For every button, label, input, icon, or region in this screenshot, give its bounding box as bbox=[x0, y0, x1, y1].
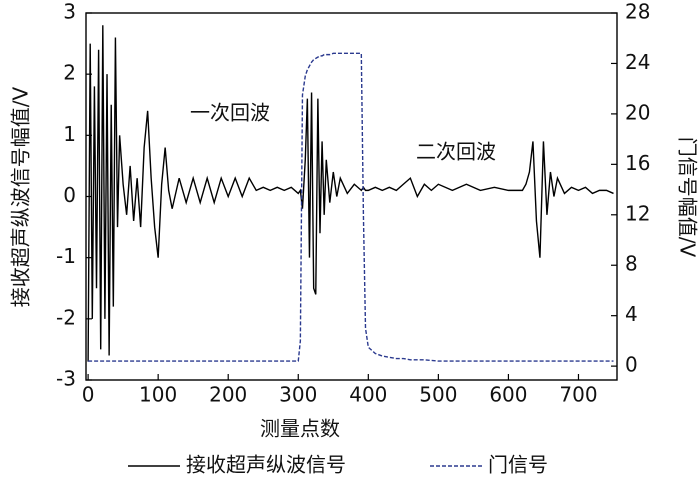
y2-tick-label: 16 bbox=[625, 151, 650, 175]
y-tick-label: 0 bbox=[63, 183, 76, 207]
y2-axis-label: 门信号幅值/V bbox=[676, 137, 700, 258]
series-line bbox=[87, 25, 614, 362]
x-axis-label: 测量点数 bbox=[260, 417, 340, 441]
y2-tick-label: 12 bbox=[625, 201, 650, 225]
y-tick-label: 3 bbox=[63, 0, 76, 24]
y2-tick-label: 4 bbox=[625, 302, 638, 326]
y-axis-label: 接收超声纵波信号幅值/V bbox=[9, 86, 33, 307]
x-tick-label: 700 bbox=[559, 383, 597, 407]
y-tick-label: 2 bbox=[63, 61, 76, 85]
plot-frame bbox=[85, 12, 618, 381]
y-tick-label: 1 bbox=[63, 122, 76, 146]
y-tick-label: -3 bbox=[56, 367, 76, 391]
x-tick-label: 0 bbox=[82, 383, 95, 407]
x-tick-label: 300 bbox=[279, 383, 317, 407]
series-line bbox=[88, 52, 614, 362]
y-tick-label: -1 bbox=[56, 244, 76, 268]
y2-tick-label: 28 bbox=[625, 0, 650, 24]
y2-tick-label: 24 bbox=[625, 50, 650, 74]
x-tick-label: 500 bbox=[419, 383, 457, 407]
y2-tick-label: 0 bbox=[625, 353, 638, 377]
legend-label: 接收超声纵波信号 bbox=[186, 453, 346, 477]
annotation: 一次回波 bbox=[190, 101, 270, 125]
x-tick-label: 200 bbox=[209, 383, 247, 407]
y-tick-label: -2 bbox=[56, 305, 76, 329]
legend-label: 门信号 bbox=[488, 453, 548, 477]
annotation: 二次回波 bbox=[416, 140, 496, 164]
y2-tick-label: 8 bbox=[625, 252, 638, 276]
x-tick-label: 100 bbox=[139, 383, 177, 407]
y2-tick-label: 20 bbox=[625, 100, 650, 124]
x-tick-label: 600 bbox=[489, 383, 527, 407]
x-tick-label: 400 bbox=[349, 383, 387, 407]
